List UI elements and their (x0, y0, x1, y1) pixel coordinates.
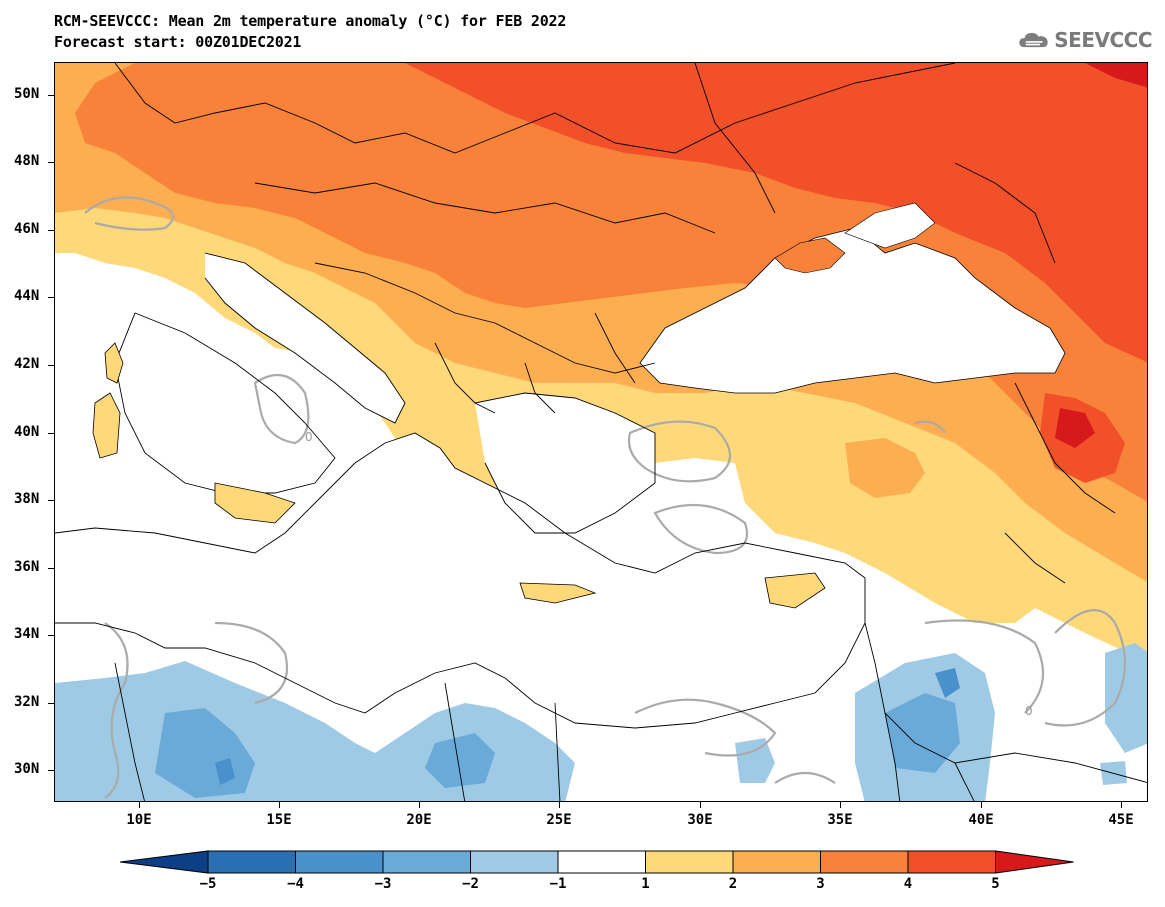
lon-label: 35E (827, 812, 853, 828)
colorbar-label: 2 (728, 876, 738, 892)
forecast-start-subtitle: Forecast start: 00Z01DEC2021 (54, 33, 302, 51)
lat-label: 50N (14, 86, 40, 102)
colorbar (120, 850, 1074, 874)
colorbar-segment (820, 850, 909, 874)
colorbar-segment (295, 850, 384, 874)
map-area: 0 0 (54, 62, 1148, 802)
lon-label: 15E (266, 812, 292, 828)
seevccc-logo: SEEVCCC (1018, 22, 1152, 58)
lat-label: 46N (14, 221, 40, 237)
colorbar-label: −2 (462, 876, 479, 892)
colorbar-label: 4 (903, 876, 913, 892)
colorbar-segment (645, 850, 734, 874)
colorbar-label: −1 (549, 876, 567, 892)
zero-contours (84, 196, 1127, 799)
colorbar-segment (732, 850, 821, 874)
colorbar-label: −3 (374, 876, 392, 892)
map-title: RCM-SEEVCCC: Mean 2m temperature anomaly… (54, 12, 567, 30)
lat-label: 44N (14, 288, 40, 304)
lat-label: 32N (14, 694, 40, 710)
colorbar-label: 3 (816, 876, 825, 892)
lon-label: 25E (546, 812, 572, 828)
colorbar-segment (557, 850, 646, 874)
lat-label: 38N (14, 491, 40, 507)
lon-label: 10E (126, 812, 152, 828)
temperature-anomaly-map: 0 0 (55, 63, 1147, 801)
lat-label: 42N (14, 356, 40, 372)
colorbar-segment (382, 850, 471, 874)
lon-label: 45E (1108, 812, 1134, 828)
logo-text: SEEVCCC (1054, 28, 1152, 52)
colorbar-segment (995, 850, 1074, 874)
contour-label: 0 (1025, 704, 1033, 718)
islands (92, 342, 826, 609)
anomaly-zone-4-5 (405, 63, 1147, 363)
cloud-icon (1019, 32, 1048, 48)
colorbar-segment (470, 850, 559, 874)
lat-label: 34N (14, 626, 40, 642)
colorbar-label: 1 (641, 876, 650, 892)
mediterranean-sea (55, 433, 865, 728)
contour-label: 0 (305, 430, 313, 444)
colorbar-segment (120, 850, 209, 874)
lat-label: 40N (14, 424, 40, 440)
colorbar-label: −4 (287, 876, 304, 892)
lat-label: 36N (14, 559, 40, 575)
lon-label: 40E (968, 812, 994, 828)
lat-label: 30N (14, 761, 40, 777)
lat-label: 48N (14, 153, 40, 169)
colorbar-label: −5 (199, 876, 217, 892)
colorbar-segment (907, 850, 996, 874)
lon-label: 20E (406, 812, 432, 828)
coastlines-borders (55, 63, 1147, 801)
lon-label: 30E (687, 812, 713, 828)
colorbar-label: 5 (991, 876, 1000, 892)
colorbar-segment (207, 850, 296, 874)
